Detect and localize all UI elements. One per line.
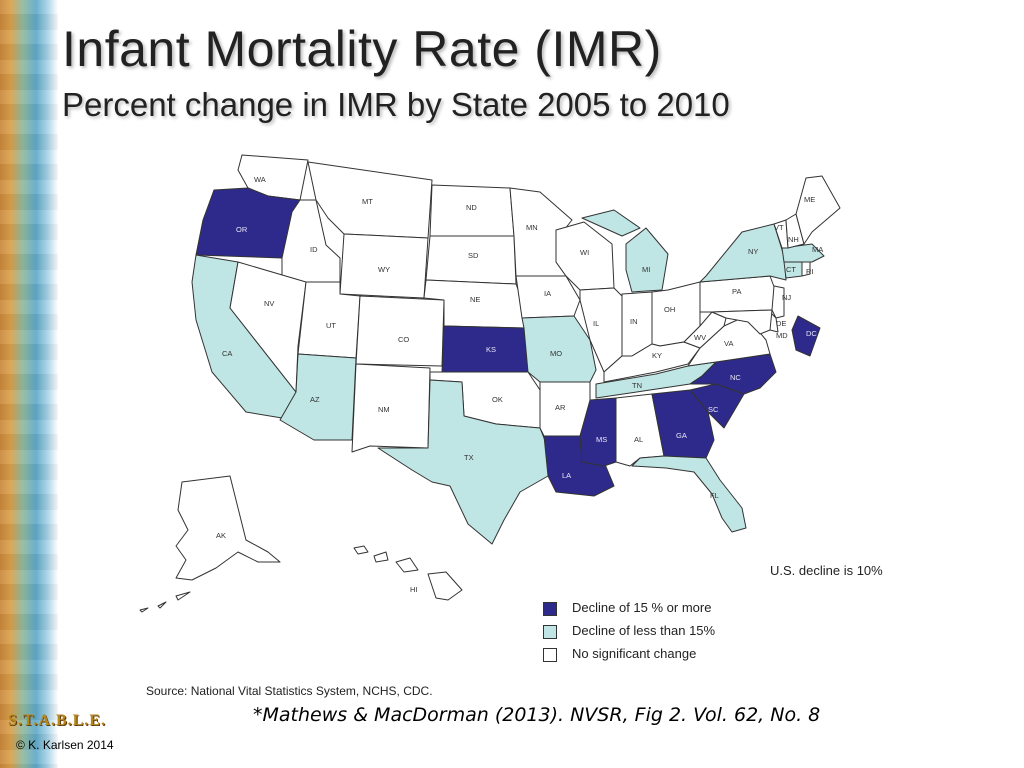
svg-text:ND: ND bbox=[466, 203, 477, 212]
svg-text:NE: NE bbox=[470, 295, 480, 304]
state-hi bbox=[353, 545, 463, 601]
svg-text:NC: NC bbox=[730, 373, 741, 382]
state-nc bbox=[689, 353, 777, 395]
state-tx bbox=[377, 379, 549, 545]
svg-text:MI: MI bbox=[642, 265, 650, 274]
svg-text:SD: SD bbox=[468, 251, 479, 260]
state-mi bbox=[581, 209, 669, 293]
state-va bbox=[687, 315, 771, 367]
svg-text:CT: CT bbox=[786, 265, 796, 274]
svg-text:SC: SC bbox=[708, 405, 719, 414]
svg-text:MD: MD bbox=[776, 331, 788, 340]
svg-text:KS: KS bbox=[486, 345, 496, 354]
svg-text:GA: GA bbox=[676, 431, 687, 440]
legend-swatch bbox=[543, 648, 557, 662]
copyright-note: © K. Karlsen 2014 bbox=[16, 738, 114, 752]
svg-text:VA: VA bbox=[724, 339, 733, 348]
decorative-side-bar bbox=[0, 0, 58, 768]
svg-text:KY: KY bbox=[652, 351, 662, 360]
svg-text:NY: NY bbox=[748, 247, 758, 256]
svg-text:AZ: AZ bbox=[310, 395, 320, 404]
svg-text:MN: MN bbox=[526, 223, 538, 232]
svg-text:WV: WV bbox=[694, 333, 706, 342]
state-nm bbox=[351, 363, 431, 453]
us-decline-note: U.S. decline is 10% bbox=[770, 563, 883, 578]
svg-text:TX: TX bbox=[464, 453, 474, 462]
stable-logo: S.T.A.B.L.E. bbox=[8, 712, 106, 729]
svg-text:CO: CO bbox=[398, 335, 409, 344]
svg-text:ME: ME bbox=[804, 195, 815, 204]
state-fl bbox=[631, 455, 747, 533]
state-labels: WA OR CA ID NV MT WY UT AZ CO NM ND SD N… bbox=[216, 175, 823, 594]
state-sc bbox=[689, 383, 745, 429]
svg-text:OH: OH bbox=[664, 305, 675, 314]
page-subtitle: Percent change in IMR by State 2005 to 2… bbox=[62, 86, 730, 123]
svg-text:MT: MT bbox=[362, 197, 373, 206]
svg-text:NJ: NJ bbox=[782, 293, 791, 302]
state-ma bbox=[781, 243, 825, 263]
state-ks bbox=[441, 325, 529, 373]
svg-text:ID: ID bbox=[310, 245, 318, 254]
state-me bbox=[795, 175, 841, 245]
svg-text:OR: OR bbox=[236, 225, 248, 234]
state-ny bbox=[699, 223, 787, 283]
svg-text:MA: MA bbox=[812, 245, 823, 254]
legend-label: No significant change bbox=[572, 646, 697, 661]
svg-text:IL: IL bbox=[593, 319, 599, 328]
state-nj bbox=[771, 285, 785, 319]
state-md bbox=[711, 309, 773, 335]
svg-text:TN: TN bbox=[632, 381, 642, 390]
svg-text:WA: WA bbox=[254, 175, 266, 184]
svg-text:IN: IN bbox=[630, 317, 638, 326]
legend-swatch bbox=[543, 625, 557, 639]
svg-text:MO: MO bbox=[550, 349, 562, 358]
source-note: Source: National Vital Statistics System… bbox=[146, 684, 433, 698]
svg-text:DC: DC bbox=[806, 329, 817, 338]
svg-text:FL: FL bbox=[710, 491, 719, 500]
svg-text:MS: MS bbox=[596, 435, 607, 444]
svg-text:WI: WI bbox=[580, 248, 589, 257]
state-dc-box bbox=[791, 315, 821, 357]
svg-text:AL: AL bbox=[634, 435, 643, 444]
svg-text:HI: HI bbox=[410, 585, 418, 594]
state-sd bbox=[425, 235, 517, 285]
page-title: Infant Mortality Rate (IMR) bbox=[62, 21, 662, 77]
svg-text:NM: NM bbox=[378, 405, 390, 414]
svg-text:WY: WY bbox=[378, 265, 390, 274]
svg-text:OK: OK bbox=[492, 395, 503, 404]
svg-text:AK: AK bbox=[216, 531, 226, 540]
legend-label: Decline of 15 % or more bbox=[572, 600, 712, 615]
svg-text:DE: DE bbox=[776, 319, 786, 328]
svg-text:VT: VT bbox=[774, 223, 784, 232]
svg-text:CA: CA bbox=[222, 349, 232, 358]
legend-swatch bbox=[543, 602, 557, 616]
svg-text:UT: UT bbox=[326, 321, 336, 330]
svg-text:NV: NV bbox=[264, 299, 274, 308]
svg-text:AR: AR bbox=[555, 403, 566, 412]
legend-label: Decline of less than 15% bbox=[572, 623, 716, 638]
svg-text:PA: PA bbox=[732, 287, 741, 296]
svg-text:IA: IA bbox=[544, 289, 551, 298]
state-ak bbox=[175, 475, 281, 581]
alaska-aleutian-islands bbox=[139, 591, 191, 613]
citation: *Mathews & MacDorman (2013). NVSR, Fig 2… bbox=[253, 704, 821, 726]
state-ia bbox=[515, 275, 581, 319]
svg-text:LA: LA bbox=[562, 471, 571, 480]
svg-text:NH: NH bbox=[788, 235, 799, 244]
state-co bbox=[355, 295, 445, 367]
svg-text:RI: RI bbox=[806, 267, 814, 276]
